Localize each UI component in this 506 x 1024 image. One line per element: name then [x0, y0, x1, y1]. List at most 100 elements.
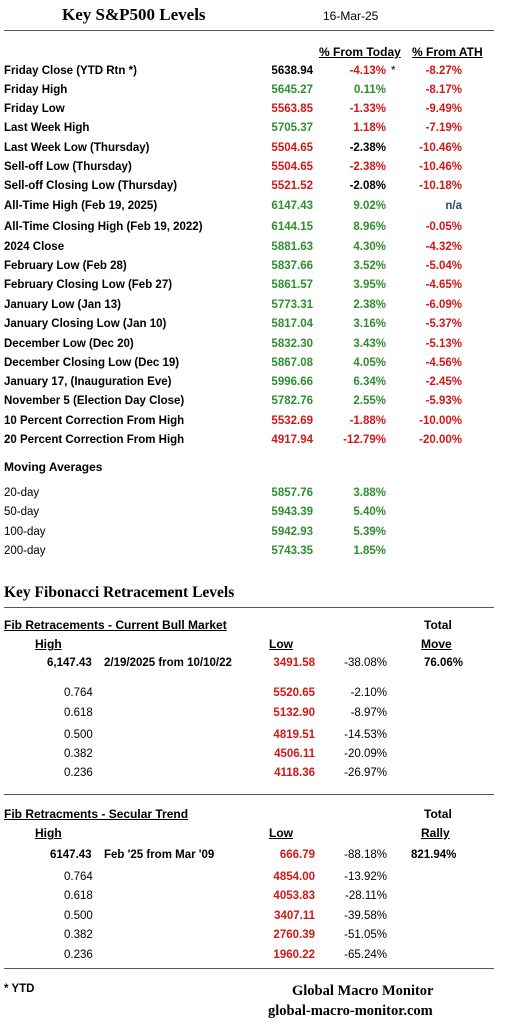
- fib-level-value: 5132.90: [273, 707, 315, 719]
- level-pct-from-today: 2.38%: [353, 299, 386, 311]
- level-value: 5817.04: [271, 318, 313, 330]
- fib-ratio: 0.764: [64, 687, 93, 699]
- page-title: Key S&P500 Levels: [62, 5, 206, 24]
- brand-site: global-macro-monitor.com: [268, 1003, 433, 1019]
- level-pct-from-ath: -20.00%: [419, 434, 462, 446]
- level-value: 5996.66: [271, 376, 313, 388]
- level-pct-from-today: 0.11%: [354, 84, 386, 96]
- level-label: 2024 Close: [4, 241, 65, 253]
- fib-level-pct: -26.97%: [344, 767, 387, 779]
- level-pct-from-today: 3.16%: [353, 318, 386, 330]
- level-pct-from-ath: -8.27%: [425, 65, 462, 77]
- fib-level-value: 3407.11: [274, 910, 315, 922]
- ma-label: 20-day: [4, 487, 40, 499]
- fib-level-pct: -8.97%: [350, 707, 387, 719]
- level-pct-from-ath: -5.13%: [425, 338, 462, 350]
- secular-low-hdr: Low: [269, 826, 293, 840]
- fib-level-value: 5520.65: [273, 687, 315, 699]
- level-label: February Closing Low (Feb 27): [4, 279, 173, 291]
- level-label: December Low (Dec 20): [4, 338, 134, 350]
- bull-total-move: 76.06%: [424, 657, 464, 669]
- level-pct-from-ath: -10.00%: [419, 415, 462, 427]
- divider: [4, 968, 494, 969]
- level-pct-from-ath: -4.32%: [425, 241, 462, 253]
- ma-pct: 1.85%: [353, 545, 386, 557]
- level-pct-from-ath: -5.93%: [425, 395, 462, 407]
- secular-low-pct: -88.18%: [344, 849, 387, 861]
- fib-ratio: 0.618: [64, 890, 93, 902]
- level-label: January Closing Low (Jan 10): [4, 318, 167, 330]
- level-value: 5832.30: [271, 338, 313, 350]
- fib-level-pct: -28.11%: [345, 890, 387, 902]
- level-label: Sell-off Closing Low (Thursday): [4, 180, 178, 192]
- fib-ratio: 0.236: [64, 949, 93, 961]
- header-from-ath: % From ATH: [412, 45, 483, 59]
- level-pct-from-ath: -4.65%: [425, 279, 462, 291]
- level-pct-from-ath: -10.18%: [419, 180, 462, 192]
- bull-move-hdr: Move: [421, 637, 452, 651]
- level-label: 10 Percent Correction From High: [4, 415, 185, 427]
- level-pct-from-today: -2.38%: [349, 142, 386, 154]
- level-value: 5881.63: [271, 241, 313, 253]
- fib-ratio: 0.500: [64, 910, 93, 922]
- fib-ratio: 0.236: [64, 767, 93, 779]
- level-value: 5504.65: [271, 142, 313, 154]
- secular-high-hdr: High: [35, 826, 62, 840]
- level-label: Last Week Low (Thursday): [4, 142, 150, 154]
- fib-level-value: 4819.51: [273, 729, 315, 741]
- level-pct-from-today: -2.08%: [349, 180, 386, 192]
- level-value: 5837.66: [271, 260, 313, 272]
- level-label: All-Time Closing High (Feb 19, 2022): [4, 221, 203, 233]
- level-pct-from-today: -12.79%: [343, 434, 386, 446]
- level-pct-from-ath: -2.45%: [425, 376, 462, 388]
- level-value: 5867.08: [271, 357, 313, 369]
- level-value: 5645.27: [271, 84, 313, 96]
- ma-value: 5857.76: [271, 487, 313, 499]
- secular-rally-hdr: Rally: [421, 826, 450, 840]
- fib-ratio: 0.764: [64, 871, 93, 883]
- fib-level-value: 4053.83: [273, 890, 315, 902]
- secular-high-value: 6147.43: [50, 849, 92, 861]
- header-from-today: % From Today: [319, 45, 401, 59]
- secular-section-title: Fib Retracments - Secular Trend: [4, 807, 189, 821]
- level-label: January 17, (Inauguration Eve): [4, 376, 172, 388]
- level-value: 5532.69: [271, 415, 313, 427]
- secular-low-value: 666.79: [279, 849, 315, 861]
- secular-total-rally: 821.94%: [411, 849, 457, 861]
- level-pct-from-ath: -5.37%: [425, 318, 462, 330]
- level-pct-from-ath: -5.04%: [425, 260, 462, 272]
- level-label: December Closing Low (Dec 19): [4, 357, 180, 369]
- level-value: 5638.94: [271, 65, 313, 77]
- level-value: 5861.57: [271, 279, 313, 291]
- ma-value: 5942.93: [271, 526, 313, 538]
- level-pct-from-today: 6.34%: [353, 376, 386, 388]
- level-value: 5563.85: [271, 103, 313, 115]
- level-pct-from-ath: -0.05%: [425, 221, 462, 233]
- level-pct-from-today: 3.52%: [353, 260, 386, 272]
- fib-level-pct: -65.24%: [344, 949, 387, 961]
- bull-section-title: Fib Retracements - Current Bull Market: [4, 618, 227, 632]
- fib-level-pct: -20.09%: [344, 748, 387, 760]
- level-value: 5782.76: [271, 395, 313, 407]
- footnote: * YTD: [4, 983, 35, 995]
- fib-title: Key Fibonacci Retracement Levels: [4, 584, 235, 601]
- level-pct-from-ath: -9.49%: [425, 103, 462, 115]
- ma-pct: 5.40%: [353, 506, 386, 518]
- ma-pct: 5.39%: [353, 526, 386, 538]
- fib-level-value: 4506.11: [274, 748, 315, 760]
- level-pct-from-ath: -4.56%: [425, 357, 462, 369]
- divider: [4, 607, 494, 608]
- fib-ratio: 0.500: [64, 729, 93, 741]
- bull-low-pct: -38.08%: [344, 657, 387, 669]
- fib-level-pct: -51.05%: [344, 929, 387, 941]
- ma-label: 50-day: [4, 506, 40, 518]
- level-label: February Low (Feb 28): [4, 260, 127, 272]
- divider: [4, 30, 494, 31]
- secular-total-hdr: Total: [424, 807, 452, 821]
- divider: [4, 794, 494, 795]
- level-label: Last Week High: [4, 122, 90, 134]
- bull-low-hdr: Low: [269, 637, 293, 651]
- level-pct-from-ath: n/a: [445, 200, 462, 212]
- fib-level-pct: -39.58%: [344, 910, 387, 922]
- ma-pct: 3.88%: [353, 487, 386, 499]
